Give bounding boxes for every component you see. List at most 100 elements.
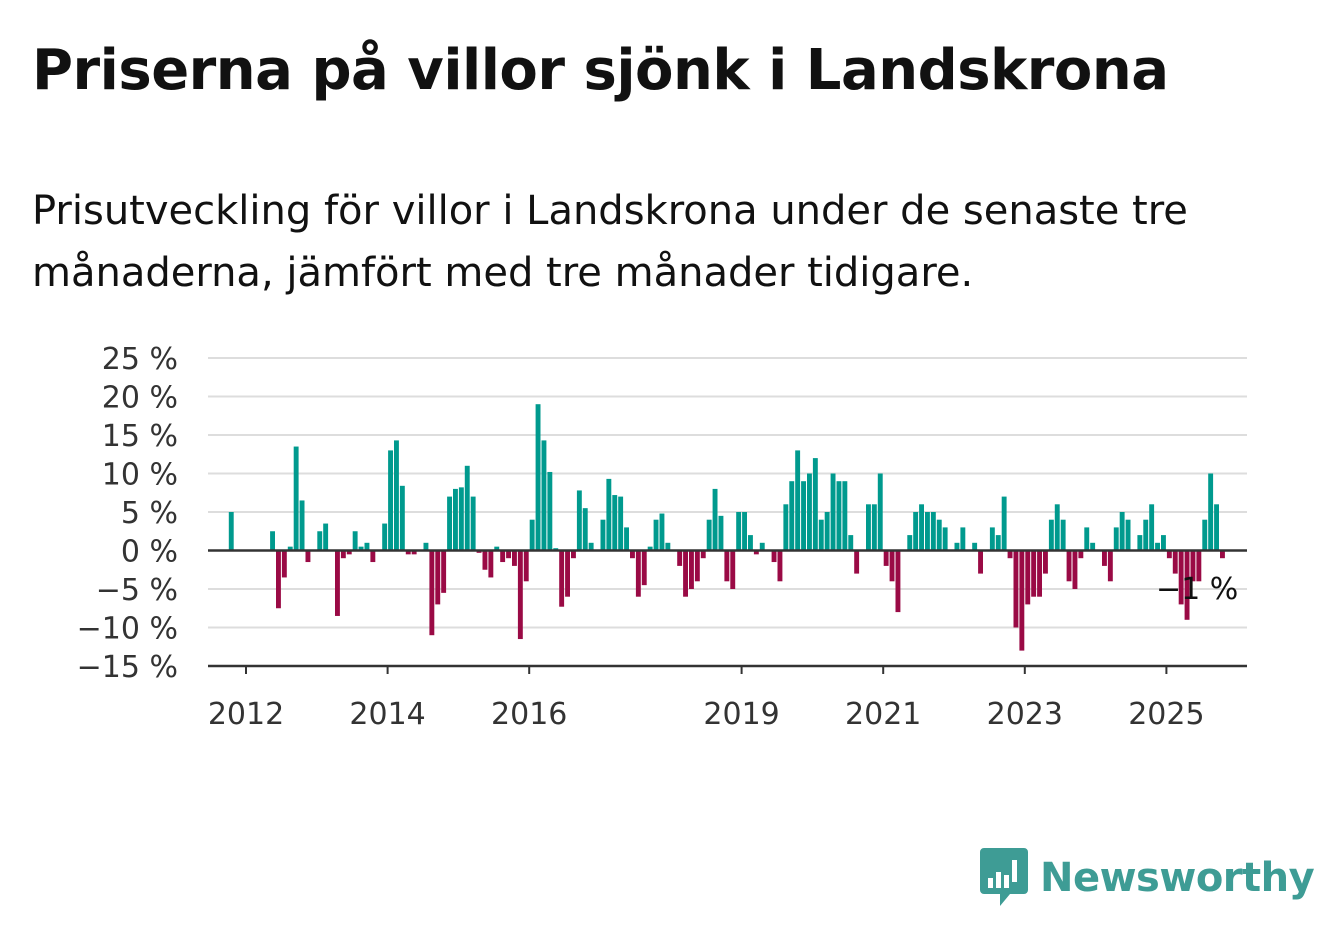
bar [1090,542,1096,551]
bar [730,550,736,589]
y-tick-label: 20 % [102,381,178,416]
bar [647,546,653,551]
bar [399,485,405,551]
y-tick-label: −5 % [96,573,178,608]
bar [346,550,352,555]
bar [405,550,411,555]
bar [978,550,983,574]
bar [1054,504,1060,551]
bar [1007,550,1013,559]
last-value-label: −1 % [1156,572,1238,607]
bar [1001,496,1007,551]
bar [1107,550,1113,582]
bar [482,550,488,570]
bar [777,550,783,582]
bar [913,512,919,551]
bar [464,465,470,551]
bar [382,523,388,551]
bar [1196,550,1202,582]
bar [836,481,842,551]
bar [995,535,1001,551]
bar [618,496,624,551]
bar [842,481,848,551]
bar [1202,519,1208,551]
bar [960,527,966,551]
x-tick-label: 2025 [1128,697,1204,730]
bar [907,535,913,551]
bar [565,550,570,597]
bar [1102,550,1107,566]
bar [500,550,506,563]
bar [1084,527,1090,551]
bar [1137,535,1143,551]
bar [989,527,995,551]
bar [954,542,960,551]
bar [641,550,647,586]
bar [824,512,830,551]
bar [606,478,612,551]
x-tick-label: 2014 [349,697,425,730]
bar [936,519,942,551]
bar [370,550,376,563]
chart-subtitle: Prisutveckling för villor i Landskrona u… [32,188,1188,296]
y-tick-label: 15 % [102,419,178,454]
bar [423,542,429,551]
bar [1184,550,1190,620]
bar [535,404,541,551]
bar [364,542,370,551]
bar [323,523,329,551]
bar [1172,550,1178,574]
bar [659,513,665,551]
bar [1078,550,1084,559]
bar [494,546,500,551]
bar [795,450,801,551]
bar [1072,550,1078,589]
bar [1178,550,1184,605]
bar [1113,527,1119,551]
newsworthy-logo-icon [980,848,1028,906]
bar [281,550,287,578]
bar [942,527,948,551]
bar [1155,542,1160,551]
bar [1119,512,1125,551]
bar [340,550,346,559]
bar [677,550,683,566]
x-tick-label: 2021 [845,697,921,730]
annotations: −1 % [1156,572,1238,607]
x-tick-label: 2012 [208,697,284,730]
brand-name: Newsworthy [1040,855,1315,901]
bar [388,450,393,551]
axes [208,549,1247,668]
bar [871,504,877,551]
bar [276,550,281,609]
bar [706,519,712,551]
bar [1043,550,1048,574]
bar [358,546,364,551]
bar [866,504,871,551]
bar [523,550,529,582]
bar [694,550,700,582]
bar [576,490,582,551]
y-tick-label: 5 % [121,496,178,531]
bar [470,496,476,551]
bar-chart: −15 %−10 % −5 %0 % 5 %10 % 15 %20 % 25 % 201… [77,342,1247,730]
bar [529,519,535,551]
bar [394,440,399,551]
bar [630,550,635,559]
bar [1166,550,1172,559]
bar [1190,550,1196,582]
bar [270,531,275,551]
bar [789,481,795,551]
bar [571,550,576,559]
bar [1019,550,1025,651]
bar [895,550,901,613]
bar [771,550,777,563]
bar [812,458,818,551]
bars [228,404,1225,651]
bar [1025,550,1031,605]
bar [506,550,511,559]
bar [517,550,523,640]
bar [748,535,753,551]
bar [683,550,688,597]
bar [299,500,305,551]
